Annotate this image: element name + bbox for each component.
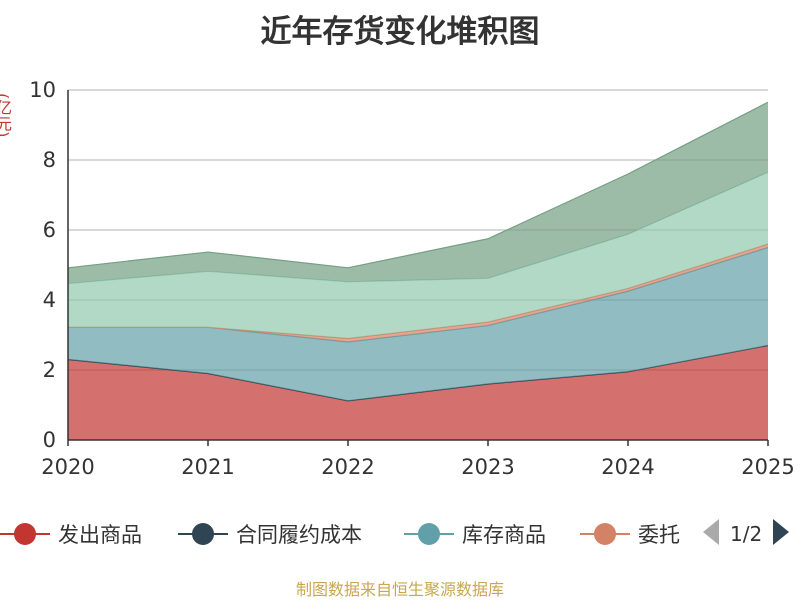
area-series-4 — [68, 172, 768, 339]
y-tick-label: 8 — [43, 148, 56, 172]
legend-item[interactable]: 委托 — [580, 514, 680, 554]
x-tick-label: 2024 — [601, 455, 654, 479]
legend-marker-icon — [580, 522, 630, 546]
legend-label: 合同履约成本 — [236, 523, 362, 547]
y-tick-label: 2 — [43, 358, 56, 382]
legend-item[interactable]: 库存商品 — [404, 514, 546, 554]
triangle-left-icon[interactable] — [702, 517, 720, 551]
y-axis-unit: (亿元) — [0, 93, 12, 138]
area-series-2 — [68, 247, 768, 401]
legend-item[interactable]: 发出商品 — [0, 514, 142, 554]
legend-label: 库存商品 — [462, 523, 546, 547]
y-tick-label: 6 — [43, 218, 56, 242]
legend-label: 委托 — [638, 523, 680, 547]
legend-marker-icon — [0, 522, 50, 546]
y-tick-label: 4 — [43, 288, 56, 312]
y-tick-label: 10 — [29, 78, 56, 102]
legend-page-indicator: 1/2 — [730, 522, 763, 546]
x-tick-label: 2020 — [41, 455, 94, 479]
triangle-right-icon[interactable] — [772, 517, 790, 551]
data-source-note: 制图数据来自恒生聚源数据库 — [295, 580, 504, 599]
legend-item[interactable]: 合同履约成本 — [178, 514, 362, 554]
chart-title: 近年存货变化堆积图 — [260, 14, 540, 50]
x-tick-label: 2023 — [461, 455, 514, 479]
legend-marker-icon — [178, 522, 228, 546]
legend-label: 发出商品 — [58, 523, 142, 547]
x-tick-label: 2022 — [321, 455, 374, 479]
y-tick-label: 0 — [43, 428, 56, 452]
legend-pager: 1/2 — [702, 514, 790, 554]
x-tick-label: 2021 — [181, 455, 234, 479]
series-line-5 — [67, 101, 769, 269]
axes: 0 2 4 6 8 10 2020 2021 2022 2023 2024 2025 — [29, 78, 794, 479]
x-tick-label: 2025 — [741, 455, 794, 479]
area-series — [67, 101, 769, 440]
legend-marker-icon — [404, 522, 454, 546]
area-series-5 — [68, 102, 768, 284]
